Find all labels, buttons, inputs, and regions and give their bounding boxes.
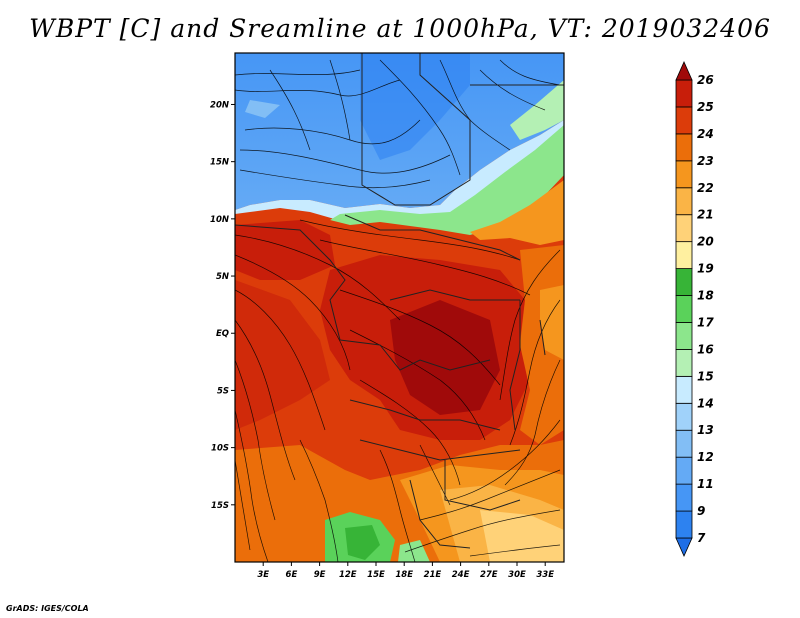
colorbar-label: 15 xyxy=(697,369,714,383)
colorbar-under-triangle xyxy=(675,537,693,557)
colorbar-label: 18 xyxy=(697,289,714,303)
colorbar-segment xyxy=(675,160,693,189)
lon-tick-label: 33E xyxy=(536,570,554,580)
colorbar-segment xyxy=(675,456,693,485)
lat-tick-label: 15N xyxy=(210,158,229,168)
lat-tick-label: 10S xyxy=(211,444,229,454)
lon-tick-label: 9E xyxy=(314,570,326,580)
lon-tick-label: 30E xyxy=(508,570,526,580)
colorbar-segment xyxy=(675,214,693,243)
country-borders xyxy=(235,53,564,549)
colorbar-segment xyxy=(675,322,693,350)
map-frame xyxy=(234,52,565,563)
colorbar-label: 23 xyxy=(697,154,714,168)
colorbar-segment xyxy=(675,483,693,512)
colorbar-label: 21 xyxy=(697,208,714,222)
lon-tick-label: 24E xyxy=(452,570,470,580)
lat-tick-label: 20N xyxy=(210,100,229,110)
colorbar-label: 16 xyxy=(697,342,714,356)
colorbar-over-triangle xyxy=(675,61,693,81)
lon-tick-label: 3E xyxy=(257,570,269,580)
colorbar-segment xyxy=(675,79,693,108)
colorbar: 7 9 11 12 13 14 15 16 17 18 19 20 21 22 23 24 25 26 xyxy=(675,61,714,557)
colorbar-label: 13 xyxy=(697,423,714,437)
lon-axis: 3E 6E 9E 12E 15E 18E 21E 24E 27E 30E 33E xyxy=(257,562,554,580)
colorbar-segment xyxy=(675,402,693,431)
colorbar-segment xyxy=(675,295,693,323)
colorbar-label: 19 xyxy=(697,262,714,276)
colorbar-label: 26 xyxy=(697,73,714,87)
colorbar-label: 24 xyxy=(697,127,714,141)
lat-tick-label: 5N xyxy=(216,272,229,282)
chart-title: WBPT [C] and Sreamline at 1000hPa, VT: 2… xyxy=(29,14,771,43)
colorbar-segment xyxy=(675,510,693,539)
colorbar-label: 14 xyxy=(697,396,714,410)
colorbar-segment xyxy=(675,429,693,458)
lon-tick-label: 21E xyxy=(424,570,442,580)
lat-tick-label: 10N xyxy=(210,215,229,225)
lat-axis: 20N 15N 10N 5N EQ 5S 10S 15S xyxy=(210,100,235,511)
colorbar-label: 9 xyxy=(697,504,705,518)
lon-tick-label: 12E xyxy=(339,570,357,580)
lon-tick-label: 27E xyxy=(480,570,498,580)
colorbar-segment xyxy=(675,375,693,404)
colorbar-segment xyxy=(675,268,693,296)
colorbar-label: 25 xyxy=(697,100,714,114)
colorbar-label: 12 xyxy=(697,450,714,464)
colorbar-segment xyxy=(675,187,693,216)
lon-tick-label: 18E xyxy=(395,570,413,580)
colorbar-label: 22 xyxy=(697,181,714,195)
lon-tick-label: 15E xyxy=(367,570,385,580)
lat-tick-label: 5S xyxy=(217,386,229,396)
colorbar-segment xyxy=(675,349,693,377)
colorbar-label: 17 xyxy=(697,315,714,329)
software-credit: GrADS: IGES/COLA xyxy=(6,604,89,613)
colorbar-label: 7 xyxy=(697,531,706,545)
colorbar-segment xyxy=(675,133,693,162)
colorbar-segment xyxy=(675,106,693,135)
colorbar-label: 11 xyxy=(697,477,714,491)
wbpt-field xyxy=(235,53,564,562)
colorbar-label: 20 xyxy=(697,235,714,249)
lon-tick-label: 6E xyxy=(286,570,298,580)
lat-tick-label: EQ xyxy=(216,329,229,339)
lat-tick-label: 15S xyxy=(211,501,229,511)
colorbar-segment xyxy=(675,241,693,269)
